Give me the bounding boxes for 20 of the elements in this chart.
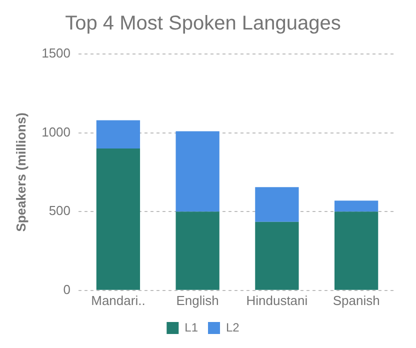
bar <box>176 212 220 290</box>
y-tick-label: 500 <box>48 203 71 218</box>
y-tick-label: 0 <box>63 282 71 297</box>
chart-title: Top 4 Most Spoken Languages <box>65 12 341 35</box>
bar <box>96 148 140 290</box>
bar <box>334 212 378 290</box>
x-tick-label: Spanish <box>332 292 380 308</box>
y-axis-title: Speakers (millions) <box>13 112 28 232</box>
legend-label: L1 <box>184 320 198 334</box>
legend-label: L2 <box>226 320 240 334</box>
y-tick-label: 1000 <box>42 124 71 140</box>
bar <box>334 200 378 212</box>
bar <box>255 187 299 222</box>
bar <box>255 222 299 290</box>
x-tick-label: English <box>176 292 219 308</box>
x-tick-label: Mandari.. <box>91 292 146 308</box>
y-tick-label: 1500 <box>42 46 71 61</box>
bar <box>96 120 140 149</box>
x-tick-label: Hindustani <box>246 292 308 308</box>
bar <box>176 131 220 212</box>
